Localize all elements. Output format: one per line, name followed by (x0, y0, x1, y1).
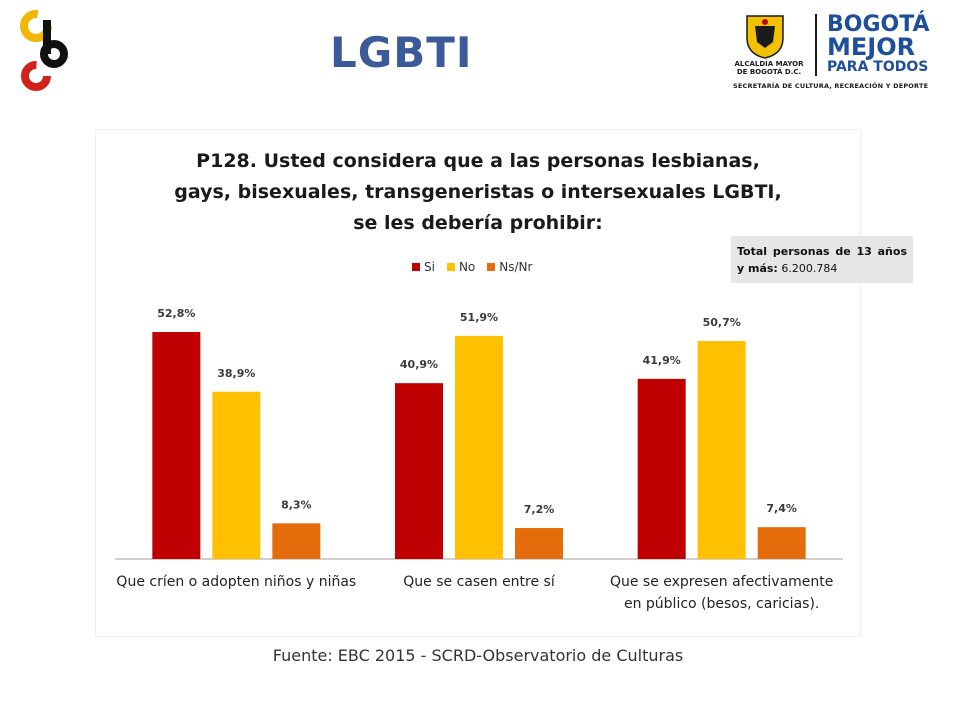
legend-item-nsnr: Ns/Nr (487, 260, 532, 274)
legend-label-si: Si (424, 260, 435, 274)
data-label-si-1: 40,9% (400, 358, 438, 371)
alcaldia-text: ALCALDÍA MAYOR DE BOGOTÁ D.C. (731, 60, 807, 76)
shield-icon (746, 15, 784, 59)
brand-line-1: BOGOTÁ (827, 12, 930, 37)
data-label-no-2: 50,7% (703, 316, 741, 329)
brand-line-3: PARA TODOS (827, 59, 929, 75)
source-note: Fuente: EBC 2015 - SCRD-Observatorio de … (272, 646, 684, 665)
total-value: 6.200.784 (781, 262, 838, 275)
data-label-nsnr-2: 7,4% (766, 502, 797, 515)
data-label-nsnr-0: 8,3% (281, 498, 312, 511)
legend-item-si: Si (412, 260, 435, 274)
bogota-brand: BOGOTÁ MEJOR PARA TODOS (827, 12, 930, 76)
legend-swatch-si (412, 263, 420, 271)
category-label-1: Que se casen entre sí (403, 574, 556, 590)
legend-swatch-nsnr (487, 263, 496, 271)
data-label-nsnr-1: 7,2% (524, 503, 555, 516)
bar-nsnr-2 (757, 527, 806, 559)
page-title: LGBTI (330, 28, 473, 77)
category-label-2-line-0: Que se expresen afectivamente (610, 574, 833, 590)
total-label: Total personas de 13 años y más: (737, 245, 907, 275)
bar-no-0 (212, 391, 261, 559)
logo-stem (43, 20, 51, 54)
legend-label-nsnr: Ns/Nr (499, 260, 533, 274)
bar-si-2 (637, 378, 686, 559)
chart-legend: Si No Ns/Nr (412, 260, 532, 274)
bar-nsnr-0 (272, 523, 321, 559)
observatorio-logo (20, 10, 68, 91)
legend-item-no: No (446, 260, 476, 274)
logo-divider (815, 14, 817, 76)
legend-swatch-no (446, 263, 455, 271)
bar-nsnr-1 (515, 528, 563, 559)
secretaria-text: SECRETARÍA DE CULTURA, RECREACIÓN Y DEPO… (733, 82, 929, 90)
legend-label-no: No (458, 260, 476, 274)
chart-title-line-2: gays, bisexuales, transgeneristas o inte… (174, 181, 782, 203)
chart-title: P128. Usted considera que a las personas… (96, 146, 860, 239)
data-label-si-0: 52,8% (157, 307, 195, 320)
alcaldia-line-2: DE BOGOTÁ D.C. (736, 68, 802, 76)
data-label-no-0: 38,9% (217, 367, 255, 380)
category-label-2-line-1: en público (besos, caricias). (624, 596, 819, 612)
bar-no-2 (697, 341, 746, 559)
bar-si-1 (395, 383, 443, 559)
bar-si-0 (152, 332, 201, 559)
data-label-si-2: 41,9% (643, 354, 681, 367)
data-label-no-1: 51,9% (460, 311, 498, 324)
alcaldia-line-1: ALCALDÍA MAYOR (734, 60, 804, 68)
chart-title-line-1: P128. Usted considera que a las personas… (196, 150, 760, 172)
total-population-box: Total personas de 13 años y más: 6.200.7… (731, 236, 913, 283)
category-label-0: Que críen o adopten niños y niñas (116, 574, 356, 590)
chart-title-line-3: se les debería prohibir: (353, 212, 603, 234)
bar-no-1 (455, 335, 503, 559)
gov-logo: ALCALDÍA MAYOR DE BOGOTÁ D.C. BOGOTÁ MEJ… (723, 8, 935, 96)
logo-ring-red (21, 61, 51, 91)
brand-line-2: MEJOR (827, 33, 916, 61)
